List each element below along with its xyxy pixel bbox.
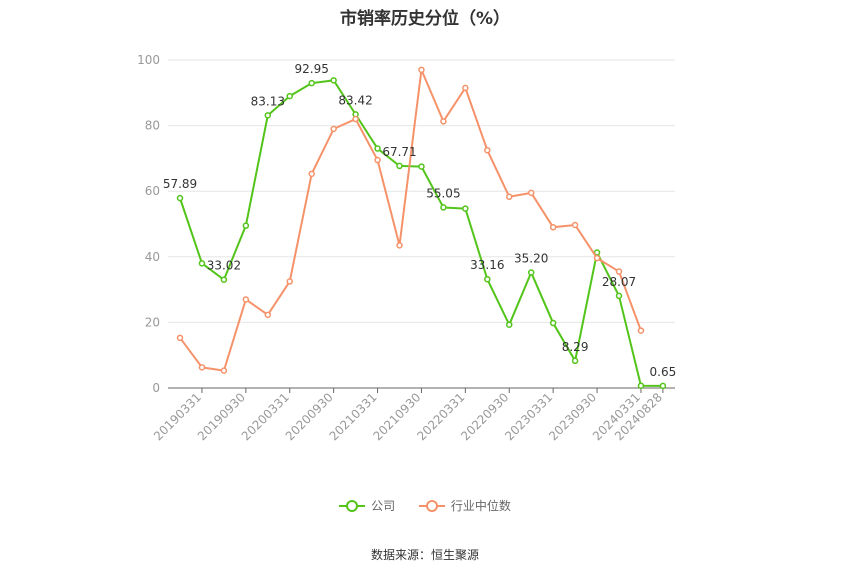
data-label: 67.71 <box>382 145 416 159</box>
data-point-company[interactable] <box>242 222 250 229</box>
data-point-industry-median[interactable] <box>462 84 469 92</box>
legend-label-company: 公司 <box>371 499 396 513</box>
data-label: 28.07 <box>602 275 636 289</box>
data-point-industry-median[interactable] <box>242 296 250 303</box>
data-point-company[interactable] <box>264 112 272 119</box>
y-tick-label: 100 <box>137 53 160 67</box>
data-point-company[interactable] <box>374 145 381 152</box>
data-point-industry-median[interactable] <box>484 146 491 154</box>
data-point-company[interactable] <box>418 163 425 170</box>
data-point-company[interactable] <box>396 162 403 170</box>
data-point-company[interactable] <box>549 319 557 327</box>
data-point-industry-median[interactable] <box>593 254 601 262</box>
data-point-industry-median[interactable] <box>506 193 513 201</box>
data-point-company[interactable] <box>286 92 293 100</box>
data-point-industry-median[interactable] <box>264 311 272 319</box>
data-labels: 57.89 33.02 83.13 92.95 83.42 67.71 55.05 33.16… <box>163 62 676 379</box>
data-point-industry-median[interactable] <box>396 242 403 249</box>
data-label: 55.05 <box>426 186 460 200</box>
data-point-company[interactable] <box>637 382 645 389</box>
data-point-company[interactable] <box>571 357 579 365</box>
series-line-industry-median <box>179 68 642 372</box>
data-point-industry-median[interactable] <box>440 118 447 125</box>
data-point-industry-median[interactable] <box>637 327 645 334</box>
data-point-company[interactable] <box>176 194 184 202</box>
data-point-company[interactable] <box>527 269 535 276</box>
data-point-industry-median[interactable] <box>220 367 228 374</box>
data-label: 83.42 <box>338 93 372 107</box>
data-point-company[interactable] <box>198 260 206 267</box>
legend-label-industry-median: 行业中位数 <box>450 499 511 513</box>
legend-marker-company <box>339 499 366 513</box>
y-tick-label: 20 <box>145 315 160 329</box>
chart-title: 市销率历史分位（%） <box>339 9 511 29</box>
data-label: 92.95 <box>295 62 329 76</box>
data-point-industry-median[interactable] <box>615 268 623 275</box>
grid-lines <box>168 59 675 323</box>
series-line-company <box>179 79 663 387</box>
data-point-company[interactable] <box>484 275 491 283</box>
data-point-industry-median[interactable] <box>330 125 337 133</box>
data-label: 33.16 <box>470 258 504 272</box>
data-point-company[interactable] <box>615 292 623 300</box>
series-layer <box>176 66 667 390</box>
data-point-industry-median[interactable] <box>308 170 315 178</box>
data-label: 35.20 <box>514 252 548 266</box>
data-label: 8.29 <box>562 340 589 354</box>
series-company <box>176 77 667 390</box>
data-point-company[interactable] <box>330 77 337 84</box>
data-point-company[interactable] <box>659 382 667 390</box>
data-label: 0.65 <box>650 365 677 379</box>
data-point-industry-median[interactable] <box>527 189 535 197</box>
y-tick-label: 60 <box>145 184 160 198</box>
data-label: 57.89 <box>163 177 197 191</box>
legend-marker-industry-median <box>418 499 445 513</box>
data-point-industry-median[interactable] <box>352 115 359 123</box>
data-point-industry-median[interactable] <box>176 334 184 342</box>
data-point-industry-median[interactable] <box>418 66 425 74</box>
y-tick-label: 0 <box>152 381 160 395</box>
data-point-industry-median[interactable] <box>198 364 206 371</box>
data-point-company[interactable] <box>220 276 228 283</box>
legend-item-industry-median[interactable]: 行业中位数 <box>418 497 511 514</box>
data-point-company[interactable] <box>462 205 469 212</box>
data-point-industry-median[interactable] <box>549 224 557 231</box>
data-point-industry-median[interactable] <box>374 156 381 164</box>
x-axis-tick-labels: 2019033120190930202003312020093020210331… <box>151 388 665 443</box>
data-point-company[interactable] <box>506 321 513 328</box>
series-industry-median <box>176 66 645 374</box>
y-tick-label: 40 <box>145 250 160 264</box>
data-label: 33.02 <box>207 259 241 273</box>
y-tick-label: 80 <box>145 119 160 133</box>
data-label: 83.13 <box>251 94 285 108</box>
legend: 公司 行业中位数 <box>0 497 850 516</box>
y-axis-tick-labels: 0 20 40 60 80 100 <box>137 53 160 395</box>
data-source-note: 数据来源：恒生聚源 <box>370 548 479 562</box>
legend-item-company[interactable]: 公司 <box>339 497 395 514</box>
data-point-industry-median[interactable] <box>286 278 293 285</box>
data-point-company[interactable] <box>440 204 447 211</box>
data-point-company[interactable] <box>308 79 315 87</box>
data-point-industry-median[interactable] <box>571 221 579 229</box>
